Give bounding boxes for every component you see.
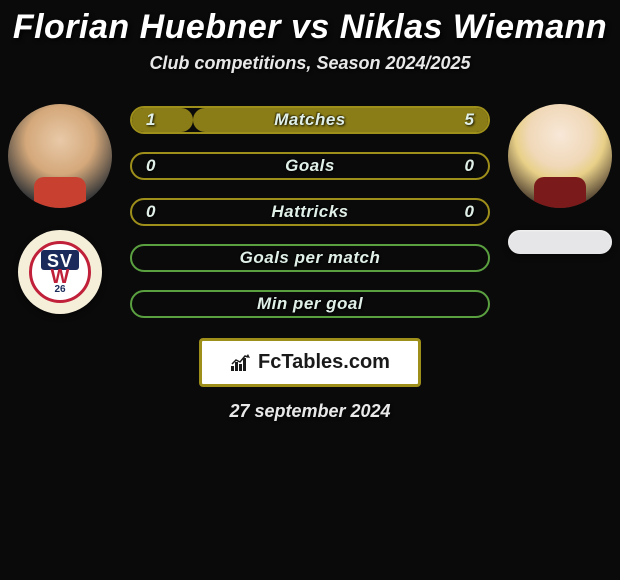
stat-label: Goals per match (240, 248, 381, 268)
stat-bar: 0 Hattricks 0 (130, 198, 490, 226)
subtitle: Club competitions, Season 2024/2025 (0, 53, 620, 74)
stat-bar: 1 Matches 5 (130, 106, 490, 134)
chart-icon (230, 354, 250, 372)
brand-text: FcTables.com (258, 351, 390, 374)
stat-left-value: 1 (146, 110, 155, 130)
stat-bar: Min per goal (130, 290, 490, 318)
club-logo-text-26: 26 (54, 285, 65, 295)
right-column (508, 104, 612, 254)
date-label: 27 september 2024 (0, 401, 620, 422)
footer: FcTables.com 27 september 2024 (0, 338, 620, 422)
stat-bar: Goals per match (130, 244, 490, 272)
stat-right-value: 5 (465, 110, 474, 130)
stat-right-value: 0 (465, 156, 474, 176)
player1-photo (8, 104, 112, 208)
stat-left-value: 0 (146, 156, 155, 176)
player1-club-logo: SV W 26 (18, 230, 102, 314)
main-row: SV W 26 1 Matches 5 0 Goals 0 0 Hattricks 0 Goals… (0, 104, 620, 318)
stat-left-value: 0 (146, 202, 155, 222)
stat-right-value: 0 (465, 202, 474, 222)
club-logo-badge: SV W 26 (29, 241, 91, 303)
stat-label: Min per goal (257, 294, 363, 314)
bar-fill-left (132, 108, 193, 132)
left-column: SV W 26 (8, 104, 112, 314)
stat-bars: 1 Matches 5 0 Goals 0 0 Hattricks 0 Goals per mat… (130, 104, 490, 318)
stat-bar: 0 Goals 0 (130, 152, 490, 180)
stat-label: Goals (285, 156, 335, 176)
brand-box: FcTables.com (199, 338, 421, 387)
stat-label: Hattricks (271, 202, 348, 222)
page-title: Florian Huebner vs Niklas Wiemann (0, 8, 620, 47)
player2-photo (508, 104, 612, 208)
player2-club-logo (508, 230, 612, 254)
comparison-card: Florian Huebner vs Niklas Wiemann Club c… (0, 0, 620, 422)
stat-label: Matches (274, 110, 346, 130)
